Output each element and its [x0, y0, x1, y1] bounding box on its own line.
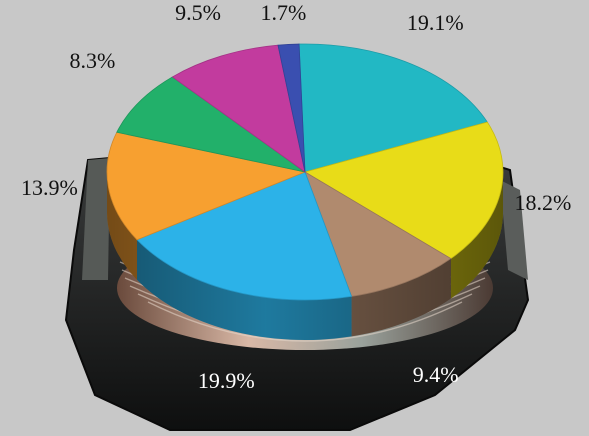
- slice-label: 19.9%: [197, 368, 255, 394]
- pie-slice: [303, 121, 504, 260]
- pie-slice: [298, 43, 488, 173]
- pie-slice: [277, 43, 306, 173]
- pie-slice: [304, 171, 452, 297]
- slice-label: 13.9%: [20, 175, 78, 201]
- pie-side-wall: [107, 172, 503, 340]
- pie-slice: [116, 76, 306, 173]
- slice-label: 18.2%: [514, 189, 572, 215]
- slice-label: 19.1%: [406, 9, 464, 35]
- pie-side-shading: [107, 172, 503, 340]
- pie-top: [106, 43, 504, 301]
- pie-slice: [106, 131, 307, 241]
- slice-label: 8.3%: [69, 47, 116, 73]
- slice-label: 1.7%: [260, 0, 307, 25]
- slice-label: 9.5%: [175, 0, 221, 25]
- pie-slice: [136, 171, 353, 301]
- slice-label: 9.4%: [412, 362, 459, 388]
- pie-slice: [171, 44, 306, 173]
